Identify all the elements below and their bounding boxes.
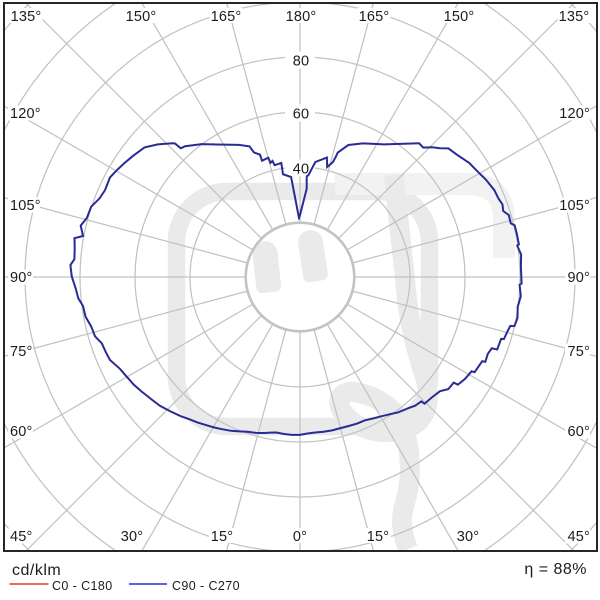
svg-text:60°: 60° <box>10 424 33 440</box>
svg-text:75°: 75° <box>10 344 33 360</box>
svg-text:165°: 165° <box>359 9 390 25</box>
svg-text:C90 - C270: C90 - C270 <box>172 579 240 593</box>
svg-text:150°: 150° <box>126 9 157 25</box>
svg-text:0°: 0° <box>293 529 307 545</box>
svg-text:45°: 45° <box>567 529 590 545</box>
svg-text:120°: 120° <box>559 106 590 122</box>
svg-text:45°: 45° <box>10 529 33 545</box>
svg-text:60°: 60° <box>567 424 590 440</box>
svg-text:75°: 75° <box>567 344 590 360</box>
svg-text:40: 40 <box>293 162 310 178</box>
svg-text:105°: 105° <box>559 198 590 214</box>
svg-text:90°: 90° <box>567 270 590 286</box>
svg-text:135°: 135° <box>11 9 42 25</box>
svg-text:165°: 165° <box>211 9 242 25</box>
svg-text:90°: 90° <box>10 270 33 286</box>
svg-text:15°: 15° <box>367 529 390 545</box>
svg-text:80: 80 <box>293 54 310 70</box>
svg-text:cd/klm: cd/klm <box>12 562 61 579</box>
svg-text:150°: 150° <box>444 9 475 25</box>
svg-text:C0 - C180: C0 - C180 <box>52 579 113 593</box>
svg-text:120°: 120° <box>10 106 41 122</box>
svg-text:15°: 15° <box>211 529 234 545</box>
svg-text:135°: 135° <box>559 9 590 25</box>
svg-text:105°: 105° <box>10 198 41 214</box>
svg-text:30°: 30° <box>457 529 480 545</box>
svg-text:η = 88%: η = 88% <box>524 561 587 578</box>
svg-text:30°: 30° <box>121 529 144 545</box>
svg-text:60: 60 <box>293 107 310 123</box>
svg-text:180°: 180° <box>286 9 317 25</box>
